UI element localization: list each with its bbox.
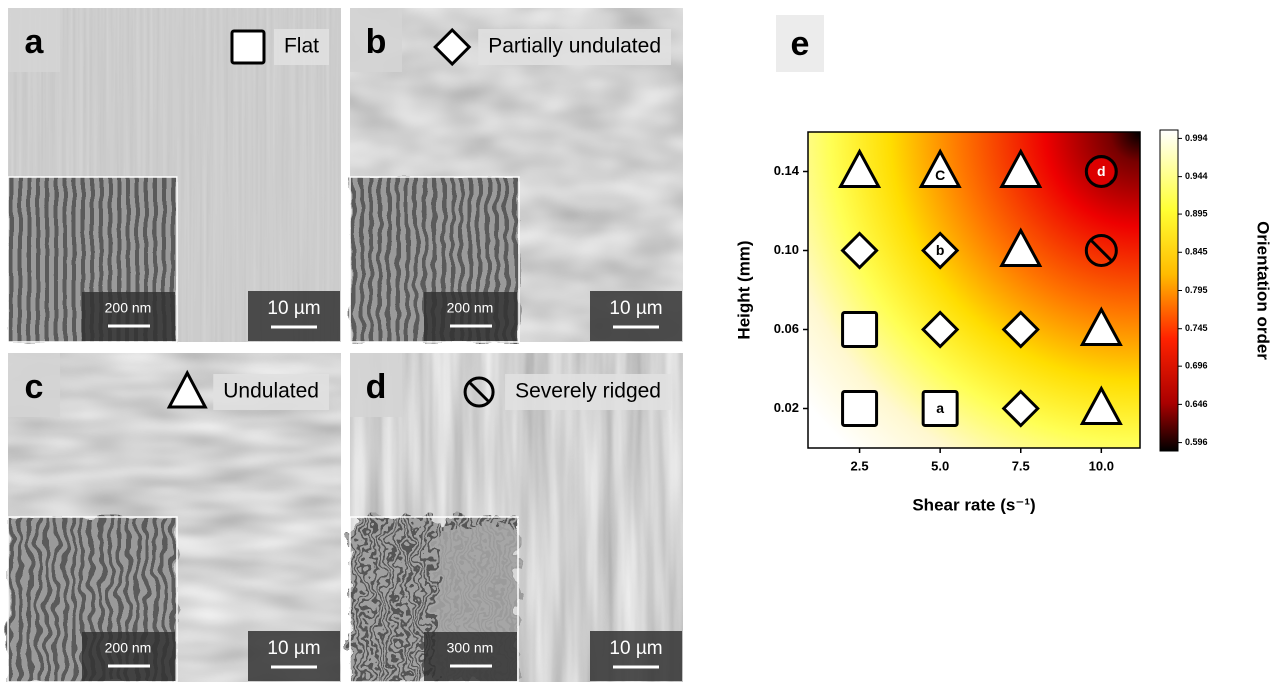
inset-scale-label: 300 nm xyxy=(447,640,494,656)
figure: 200 nm 10 µm a Flat 200 nm 10 µm b Partially un… xyxy=(0,0,1272,682)
colorbar-tick-label: 0.845 xyxy=(1185,247,1208,257)
y-tick-label: 0.02 xyxy=(774,400,799,415)
point-label: C xyxy=(935,167,945,183)
image-panel: 200 nm 10 µm b Partially undulated xyxy=(350,8,683,342)
y-tick-label: 0.14 xyxy=(774,163,800,178)
inset-scale-label: 200 nm xyxy=(105,640,152,656)
colorbar-tick-label: 0.944 xyxy=(1185,171,1208,181)
colorbar-tick-label: 0.696 xyxy=(1185,361,1208,371)
scale-label: 10 µm xyxy=(267,298,320,319)
colorbar-tick-label: 0.795 xyxy=(1185,285,1208,295)
colorbar-tick-label: 0.895 xyxy=(1185,208,1208,218)
y-tick-label: 0.10 xyxy=(774,242,799,257)
panel-letter: b xyxy=(366,23,387,61)
x-tick-label: 10.0 xyxy=(1089,458,1114,473)
panel-letter: a xyxy=(25,23,45,61)
point-label: d xyxy=(1097,163,1106,179)
x-axis-label: Shear rate (s⁻¹) xyxy=(912,495,1035,514)
inset-scale-label: 200 nm xyxy=(447,300,494,316)
point-label: a xyxy=(936,400,944,416)
panel-letter: e xyxy=(791,25,810,63)
panel-letter: d xyxy=(366,368,387,406)
scale-label: 10 µm xyxy=(267,638,320,659)
image-panel: 200 nm 10 µm c Undulated xyxy=(8,353,341,682)
colorbar-tick-label: 0.596 xyxy=(1185,437,1208,447)
square-marker xyxy=(843,313,877,347)
panel-tag: Undulated xyxy=(223,380,319,403)
scale-label: 10 µm xyxy=(609,638,662,659)
y-axis-label: Height (mm) xyxy=(734,240,753,339)
colorbar xyxy=(1160,130,1178,451)
panel-tag: Flat xyxy=(284,35,319,58)
point-label: b xyxy=(936,242,945,258)
panel-letter: c xyxy=(25,368,44,406)
scale-label: 10 µm xyxy=(609,298,662,319)
image-panel: 200 nm 10 µm a Flat xyxy=(8,8,341,342)
x-tick-label: 5.0 xyxy=(931,458,949,473)
image-panel: 300 nm 10 µm d Severely ridged xyxy=(350,353,683,682)
colorbar-tick-label: 0.994 xyxy=(1185,133,1208,143)
panel-tag: Severely ridged xyxy=(515,380,661,403)
x-tick-label: 2.5 xyxy=(851,458,869,473)
y-tick-label: 0.06 xyxy=(774,321,799,336)
colorbar-tick-label: 0.646 xyxy=(1185,399,1208,409)
colorbar-label: Orientation order xyxy=(1254,221,1272,360)
square-marker xyxy=(843,392,877,426)
colorbar-tick-label: 0.745 xyxy=(1185,323,1208,333)
panel-tag: Partially undulated xyxy=(488,35,661,58)
legend-icon xyxy=(232,31,264,63)
x-tick-label: 7.5 xyxy=(1012,458,1030,473)
inset-scale-label: 200 nm xyxy=(105,300,152,316)
